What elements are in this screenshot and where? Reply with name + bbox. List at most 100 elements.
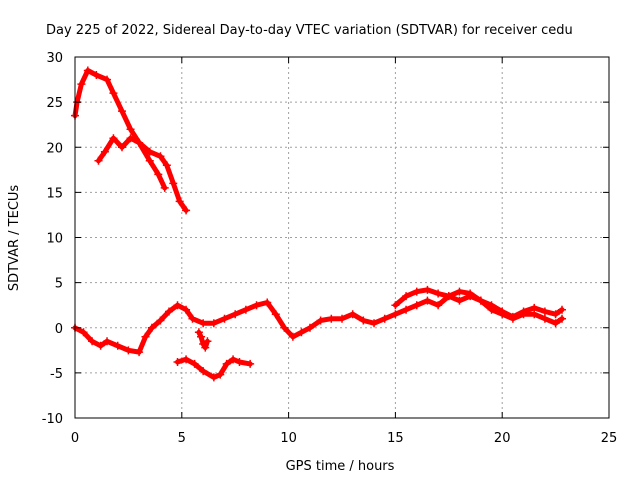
- data-point: [216, 370, 225, 379]
- data-point: [92, 71, 101, 80]
- y-tick-label: 25: [46, 96, 63, 111]
- data-point: [391, 301, 400, 310]
- data-point: [231, 310, 240, 319]
- data-point: [476, 296, 485, 305]
- data-point: [154, 170, 163, 179]
- data-point: [402, 292, 411, 301]
- data-point: [359, 316, 368, 325]
- data-point: [423, 285, 432, 294]
- data-point: [519, 307, 528, 316]
- y-tick-label: 20: [46, 141, 63, 156]
- x-axis-label: GPS time / hours: [286, 459, 395, 474]
- data-point: [141, 332, 150, 341]
- series-line: [175, 356, 253, 380]
- data-point: [338, 314, 346, 323]
- data-series-trace-6: [194, 328, 212, 352]
- data-point: [466, 289, 475, 298]
- series-line: [96, 135, 189, 213]
- data-point: [402, 305, 411, 314]
- data-point: [297, 328, 306, 337]
- data-point: [434, 301, 443, 310]
- y-tick-label: 0: [55, 322, 63, 337]
- chart-title: Day 225 of 2022, Sidereal Day-to-day VTE…: [46, 23, 573, 38]
- data-point: [169, 179, 178, 188]
- data-point: [147, 323, 156, 332]
- data-point: [103, 75, 112, 84]
- data-point: [190, 359, 199, 368]
- data-series-trace-4: [391, 285, 567, 321]
- data-point: [94, 156, 103, 165]
- data-series-layer: [71, 66, 567, 382]
- data-point: [551, 319, 560, 328]
- data-point: [246, 359, 255, 368]
- axis-tick-labels: 0 5 10 15 20 25 -10 -5 0 5 10 15 20 25 30: [42, 51, 618, 446]
- data-point: [348, 310, 357, 319]
- data-point: [126, 134, 135, 143]
- data-point: [164, 307, 173, 316]
- data-point: [194, 328, 203, 337]
- data-point: [145, 147, 154, 156]
- data-point: [209, 373, 218, 382]
- data-series-trace-5: [173, 355, 255, 382]
- y-tick-label: -5: [50, 367, 63, 382]
- data-point: [252, 301, 261, 310]
- data-point: [135, 348, 144, 357]
- data-point: [109, 89, 118, 98]
- data-point: [455, 287, 464, 296]
- data-point: [173, 358, 182, 367]
- data-point: [241, 305, 250, 314]
- y-axis-label: SDTVAR / TECUs: [7, 185, 22, 292]
- data-point: [199, 367, 208, 376]
- data-point: [77, 80, 86, 89]
- data-point: [540, 307, 549, 316]
- data-point: [229, 355, 238, 364]
- data-point: [79, 328, 88, 337]
- data-point: [370, 319, 379, 328]
- data-point: [126, 125, 135, 134]
- data-point: [96, 341, 105, 350]
- data-point: [263, 298, 272, 307]
- data-point: [316, 316, 325, 325]
- data-point: [188, 314, 197, 323]
- y-tick-label: 15: [46, 186, 63, 201]
- data-point: [423, 296, 432, 305]
- data-point: [113, 341, 122, 350]
- data-series-trace-1: [71, 66, 169, 192]
- data-point: [173, 301, 182, 310]
- data-point: [201, 343, 210, 352]
- data-point: [551, 310, 560, 319]
- data-point: [124, 346, 133, 355]
- data-point: [197, 332, 206, 341]
- data-point: [508, 312, 517, 321]
- data-point: [156, 152, 165, 161]
- series-line: [72, 68, 168, 191]
- grid: [75, 57, 609, 418]
- x-tick-label: 5: [178, 431, 186, 446]
- y-tick-label: -10: [42, 412, 63, 427]
- data-point: [280, 323, 289, 332]
- data-point: [209, 319, 218, 328]
- y-tick-label: 5: [55, 277, 63, 292]
- data-point: [156, 316, 165, 325]
- x-tick-label: 10: [280, 431, 297, 446]
- data-point: [558, 305, 567, 314]
- y-tick-label: 30: [46, 51, 63, 66]
- data-point: [222, 359, 231, 368]
- data-point: [103, 337, 112, 346]
- data-point: [117, 107, 126, 116]
- x-tick-label: 25: [601, 431, 618, 446]
- data-point: [100, 147, 109, 156]
- data-point: [162, 161, 171, 170]
- data-point: [145, 156, 154, 165]
- axis-ticks: [74, 56, 610, 419]
- y-tick-label: 10: [46, 232, 63, 247]
- data-point: [444, 292, 453, 301]
- data-point: [412, 301, 421, 310]
- data-point: [434, 289, 443, 298]
- data-point: [135, 138, 144, 147]
- x-tick-label: 20: [494, 431, 511, 446]
- data-point: [412, 287, 421, 296]
- data-point: [558, 314, 567, 323]
- data-point: [88, 337, 97, 346]
